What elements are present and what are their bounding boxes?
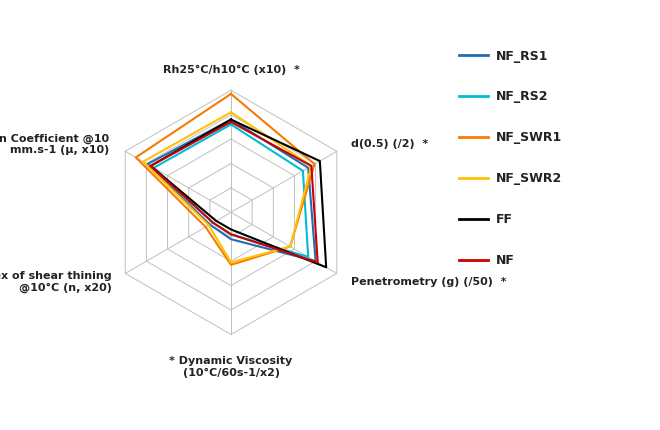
Text: NF_RS2: NF_RS2	[496, 90, 549, 103]
Text: FF: FF	[496, 213, 513, 226]
Text: Rh25°C/h10°C (x10)  *: Rh25°C/h10°C (x10) *	[162, 65, 300, 75]
Text: NF: NF	[496, 254, 515, 267]
Text: Penetrometry (g) (/50)  *: Penetrometry (g) (/50) *	[350, 276, 506, 287]
Text: * Dynamic Viscosity
(10°C/60s-1/x2): * Dynamic Viscosity (10°C/60s-1/x2)	[170, 355, 292, 377]
Text: * Index of shear thining
@10°C (n, x20): * Index of shear thining @10°C (n, x20)	[0, 271, 112, 293]
Text: * Friction Coefficient @10
mm.s-1 (μ, x10): * Friction Coefficient @10 mm.s-1 (μ, x1…	[0, 133, 109, 155]
Text: NF_SWR1: NF_SWR1	[496, 131, 562, 144]
Text: NF_SWR2: NF_SWR2	[496, 172, 562, 185]
Text: NF_RS1: NF_RS1	[496, 49, 549, 62]
Text: d(0.5) (/2)  *: d(0.5) (/2) *	[350, 139, 428, 149]
